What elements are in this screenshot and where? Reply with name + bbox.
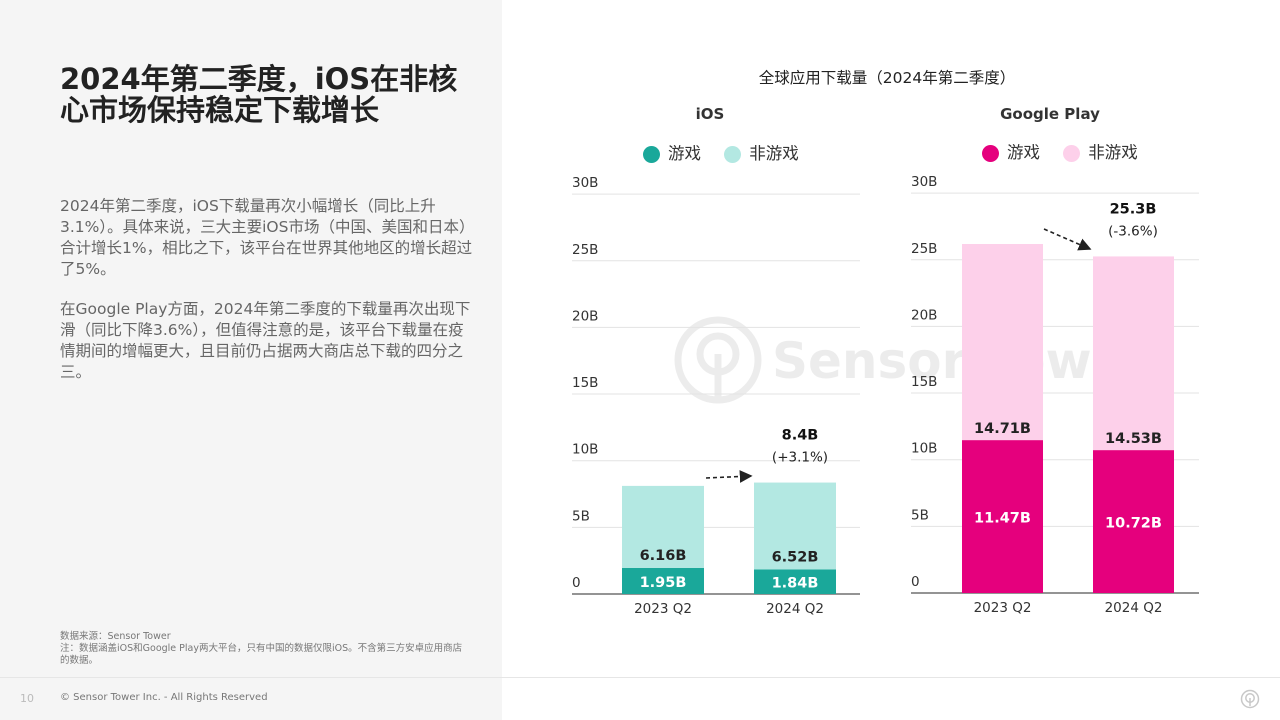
legend-swatch-games <box>643 146 660 163</box>
y-tick-label: 10B <box>911 441 937 457</box>
google-play-panel-title: Google Play <box>1000 105 1100 123</box>
legend-label-games: 游戏 <box>668 144 701 163</box>
bar-segment-non-games <box>754 482 836 570</box>
y-tick-label: 30B <box>911 174 937 190</box>
legend-item-non-games: 非游戏 <box>724 140 799 164</box>
legend-swatch-non-games <box>1063 145 1081 162</box>
legend-item-games: 游戏 <box>643 140 701 164</box>
x-tick-label: 2024 Q2 <box>766 601 824 617</box>
total-annotation-change: (+3.1%) <box>772 450 828 466</box>
watermark: Sensor Tower <box>674 316 1130 404</box>
paragraph-google-play: 在Google Play方面，2024年第二季度的下载量再次出现下滑（同比下降3… <box>60 300 471 381</box>
data-label-non-games: 14.53B <box>1105 431 1162 447</box>
y-tick-label: 25B <box>572 242 598 258</box>
data-label-games: 10.72B <box>1105 516 1162 532</box>
total-annotation-change: (-3.6%) <box>1108 223 1158 239</box>
y-tick-label: 20B <box>572 308 598 324</box>
legend-swatch-non-games <box>724 146 742 163</box>
y-tick-label: 20B <box>911 307 937 323</box>
y-tick-label: 5B <box>572 508 590 524</box>
footer-divider <box>0 677 1280 678</box>
trend-arrow <box>705 470 753 483</box>
left-panel <box>0 0 502 720</box>
legend-item-games: 游戏 <box>982 139 1040 163</box>
source-notes: 数据来源：Sensor Tower 注：数据涵盖iOS和Google Play两… <box>60 631 470 667</box>
data-label-non-games: 6.16B <box>640 548 687 564</box>
legend-item-non-games: 非游戏 <box>1063 139 1138 163</box>
page-title: 2024年第二季度，iOS在非核心市场保持稳定下载增长 <box>60 62 458 127</box>
y-tick-label: 25B <box>911 241 937 257</box>
legend-label-non-games: 非游戏 <box>749 144 799 163</box>
y-tick-label: 30B <box>572 175 598 191</box>
legend-label-games: 游戏 <box>1007 143 1040 162</box>
legend-swatch-games <box>982 145 999 162</box>
x-tick-label: 2023 Q2 <box>974 600 1032 616</box>
bar-segment-non-games <box>1093 256 1174 451</box>
data-label-non-games: 6.52B <box>772 549 819 565</box>
data-label-games: 1.95B <box>640 575 687 591</box>
y-tick-label: 0 <box>572 575 581 591</box>
bar-segment-games <box>1093 450 1174 593</box>
watermark-text: Sensor Tower <box>772 332 1130 390</box>
y-tick-label: 15B <box>572 375 598 391</box>
x-tick-label: 2024 Q2 <box>1105 600 1163 616</box>
bar-segment-games <box>754 569 836 594</box>
trend-arrow <box>1043 228 1092 251</box>
ios-panel-title: iOS <box>695 105 725 123</box>
page-number: 10 <box>20 692 34 705</box>
total-annotation-value: 8.4B <box>782 428 819 444</box>
y-tick-label: 0 <box>911 574 920 590</box>
data-label-games: 1.84B <box>772 576 819 592</box>
y-tick-label: 15B <box>911 374 937 390</box>
total-annotation-value: 25.3B <box>1110 201 1157 217</box>
sensor-tower-logo-icon <box>1240 689 1260 709</box>
y-tick-label: 10B <box>572 442 598 458</box>
x-tick-label: 2023 Q2 <box>634 601 692 617</box>
bar-segment-games <box>962 440 1043 593</box>
chart-title: 全球应用下载量（2024年第二季度） <box>758 69 1016 87</box>
bar-segment-games <box>622 568 704 594</box>
legend-label-non-games: 非游戏 <box>1088 143 1138 162</box>
source-note: 数据来源：Sensor Tower <box>60 631 171 642</box>
bar-segment-non-games <box>622 485 704 569</box>
paragraph-ios: 2024年第二季度，iOS下载量再次小幅增长（同比上升3.1%）。具体来说，三大… <box>60 197 475 278</box>
footnote: 注：数据涵盖iOS和Google Play两大平台，只有中国的数据仅限iOS。不… <box>60 643 463 666</box>
ios-legend: 游戏 非游戏 <box>643 140 817 164</box>
y-tick-label: 5B <box>911 507 929 523</box>
data-label-non-games: 14.71B <box>974 421 1031 437</box>
bar-segment-non-games <box>962 244 1043 441</box>
data-label-games: 11.47B <box>974 511 1031 527</box>
google-play-legend: 游戏 非游戏 <box>982 139 1156 163</box>
copyright: © Sensor Tower Inc. - All Rights Reserve… <box>60 692 268 703</box>
